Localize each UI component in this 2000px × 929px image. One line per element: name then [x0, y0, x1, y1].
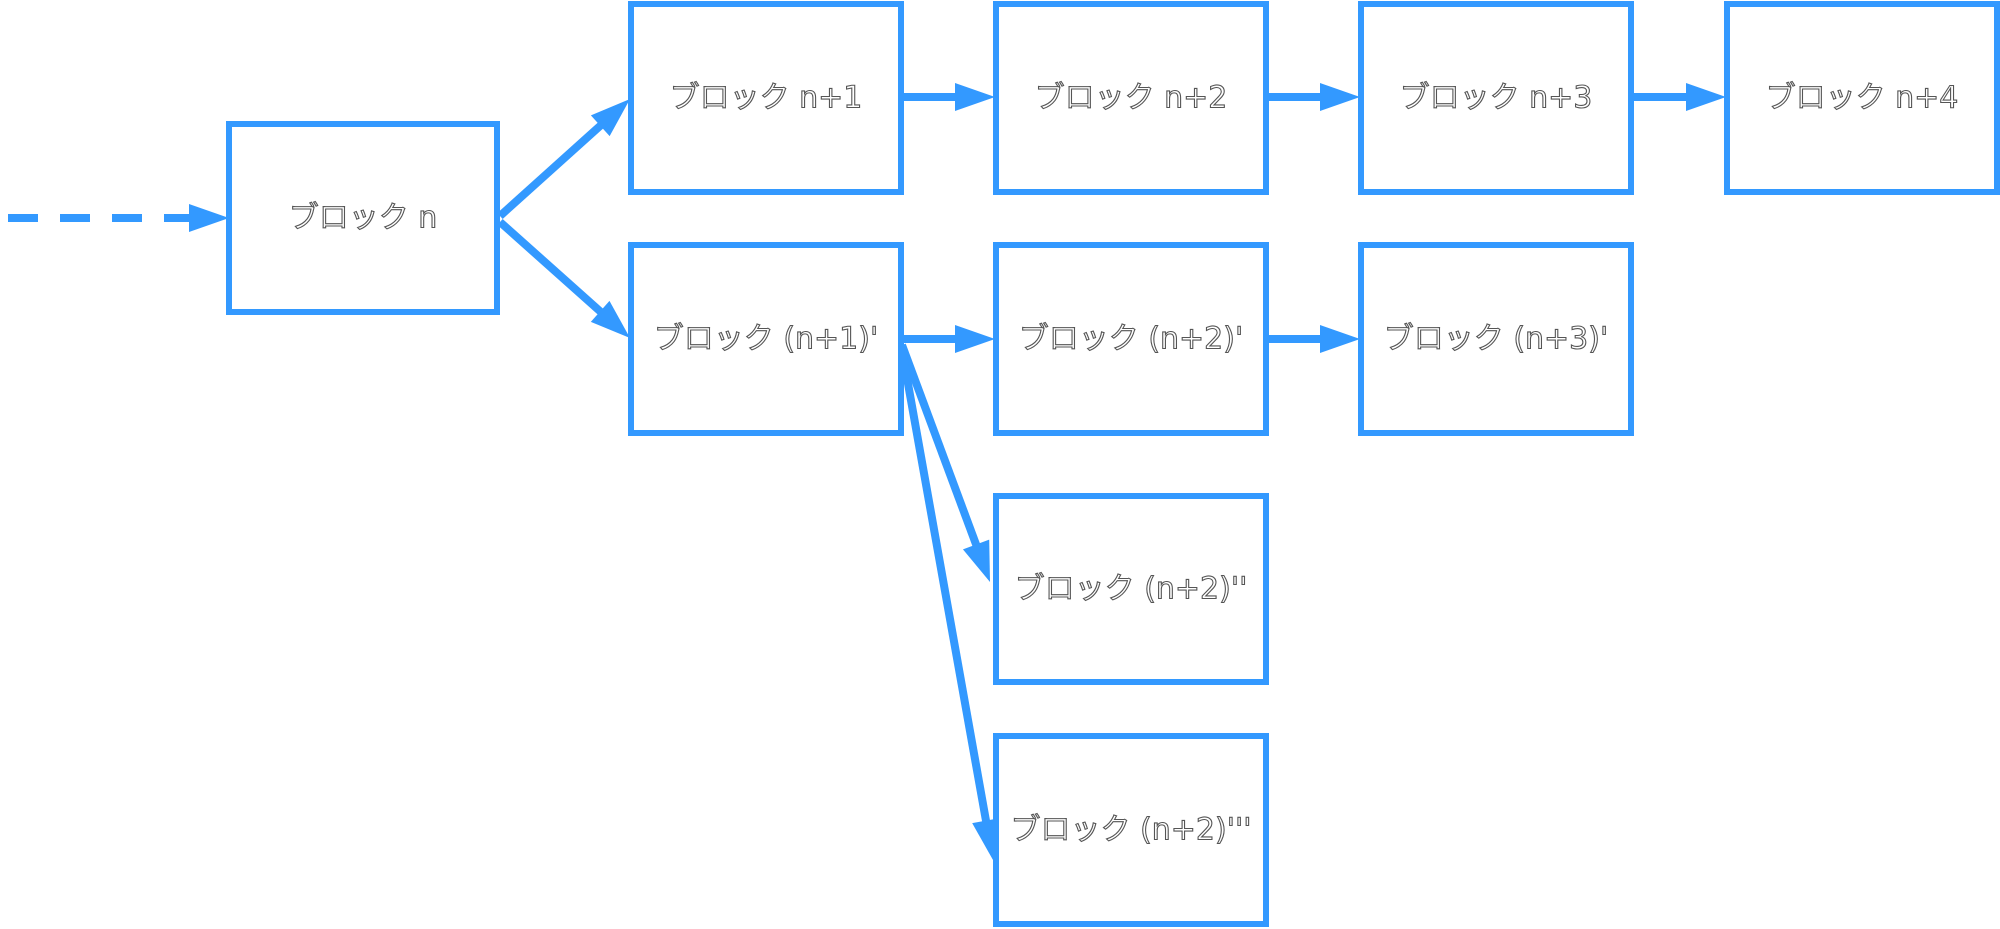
- block-n2: ブロック n+2: [993, 1, 1269, 195]
- block-label: ブロック (n+2)''': [1011, 813, 1252, 848]
- block-n3: ブロック n+3: [1358, 1, 1634, 195]
- arrow-head-icon: [955, 83, 995, 111]
- edge-line: [497, 121, 605, 219]
- block-box: [993, 493, 1269, 685]
- arrow-head-icon: [590, 300, 630, 338]
- block-label: ブロック n+2: [1035, 81, 1228, 116]
- blocks-layer: ブロック n ブロック n+1 ブロック n+2 ブロック n+3 ブロック n+4 ブロ…: [226, 1, 2000, 927]
- block-box: [1358, 1, 1634, 195]
- block-label: ブロック n+4: [1766, 81, 1959, 116]
- block-n: ブロック n: [226, 121, 500, 315]
- block-box: [226, 121, 500, 315]
- edge-n1-to-n2: [902, 83, 995, 111]
- edge-n-to-n1p: [497, 219, 630, 338]
- block-n4: ブロック n+4: [1724, 1, 2000, 195]
- edges-layer: [8, 83, 1726, 860]
- edge-line: [898, 349, 991, 824]
- block-box: [993, 242, 1269, 436]
- edge-line: [898, 343, 981, 548]
- block-label: ブロック (n+2)'': [1015, 572, 1248, 607]
- edge-n2-to-n3: [1267, 83, 1360, 111]
- arrow-head-icon: [962, 539, 990, 582]
- arrow-head-icon: [1320, 83, 1360, 111]
- arrow-head-icon: [189, 204, 229, 232]
- block-n2p: ブロック (n+2)': [993, 242, 1269, 436]
- arrow-head-icon: [972, 818, 1000, 860]
- block-label: ブロック n: [289, 201, 438, 236]
- block-box: [993, 1, 1269, 195]
- block-n2pp: ブロック (n+2)'': [993, 493, 1269, 685]
- block-box: [1724, 1, 2000, 195]
- block-label: ブロック n+1: [670, 81, 863, 116]
- arrow-head-icon: [590, 99, 630, 137]
- arrow-head-icon: [955, 325, 995, 353]
- block-n3p: ブロック (n+3)': [1358, 242, 1634, 436]
- block-n1p: ブロック (n+1)': [628, 242, 904, 436]
- edge-n2p-to-n3p: [1267, 325, 1360, 353]
- block-box: [628, 242, 904, 436]
- arrow-head-icon: [1686, 83, 1726, 111]
- block-label: ブロック n+3: [1400, 81, 1593, 116]
- block-n2ppp: ブロック (n+2)''': [993, 733, 1269, 927]
- block-label: ブロック (n+3)': [1384, 322, 1608, 357]
- edge-n1p-to-n2pp: [898, 343, 990, 582]
- edge-n1p-to-n2ppp: [898, 349, 1000, 860]
- edge-n3-to-n4: [1632, 83, 1726, 111]
- block-box: [1358, 242, 1634, 436]
- block-n1: ブロック n+1: [628, 1, 904, 195]
- edge-incoming-to-n: [8, 204, 229, 232]
- block-label: ブロック (n+1)': [654, 322, 878, 357]
- block-label: ブロック (n+2)': [1019, 322, 1243, 357]
- edge-n1p-to-n2p: [902, 325, 995, 353]
- edge-n-to-n1: [497, 99, 630, 219]
- block-box: [993, 733, 1269, 927]
- edge-line: [497, 219, 605, 316]
- block-box: [628, 1, 904, 195]
- arrow-head-icon: [1320, 325, 1360, 353]
